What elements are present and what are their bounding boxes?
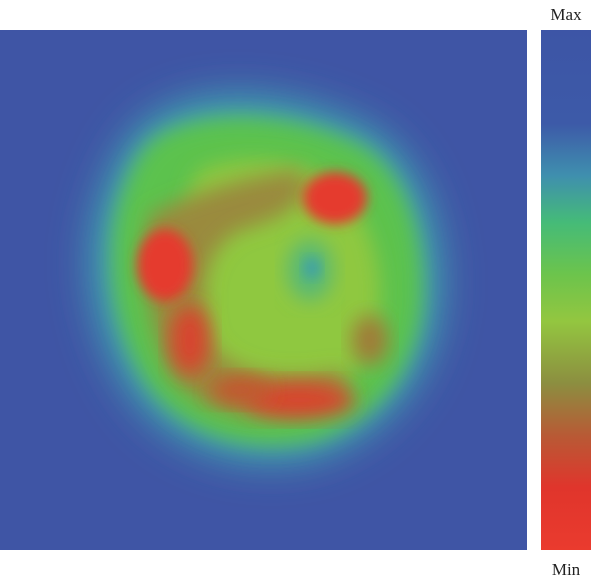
colorbar (541, 30, 591, 550)
heatmap (0, 30, 527, 550)
colorbar-max-label: Max (550, 5, 582, 24)
colorbar-min-label: Min (552, 560, 581, 579)
